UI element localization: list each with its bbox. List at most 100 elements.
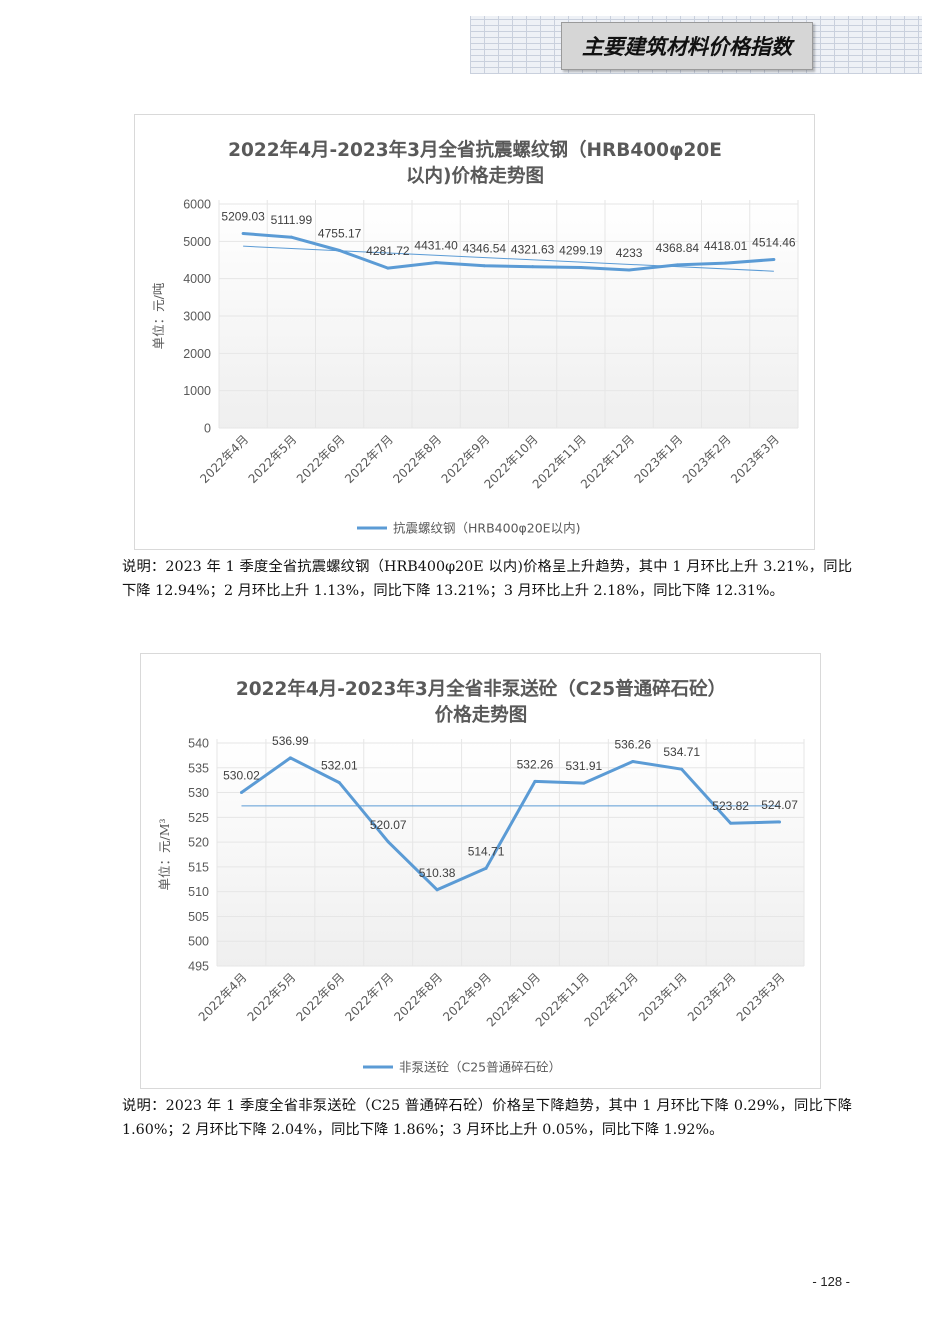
concrete-data-point: [386, 840, 390, 844]
rebar-data-point: [724, 261, 728, 265]
concrete-data-point: [582, 781, 586, 785]
rebar-chart-caption: 说明：2023 年 1 季度全省抗震螺纹钢（HRB400φ20E 以内)价格呈上…: [122, 559, 852, 599]
rebar-data-point: [531, 265, 535, 269]
rebar-data-point: [772, 257, 776, 261]
rebar-data-point: [627, 268, 631, 272]
concrete-data-label: 514.71: [468, 844, 505, 858]
rebar-x-tick-label: 2022年5月: [246, 432, 300, 486]
rebar-y-axis-label: 单位：元/吨: [151, 282, 166, 349]
rebar-data-label: 4321.63: [511, 243, 555, 257]
concrete-price-chart: 2022年4月-2023年3月全省非泵送砼（C25普通碎石砼） 价格走势图 495 5…: [140, 653, 821, 1089]
rebar-x-tick-label: 2023年1月: [632, 432, 686, 486]
rebar-y-tick-label: 2000: [183, 347, 211, 361]
rebar-y-tick-label: 6000: [183, 198, 211, 212]
rebar-data-point: [386, 266, 390, 270]
concrete-data-label: 523.82: [712, 799, 749, 813]
concrete-data-point: [239, 790, 243, 794]
rebar-data-label: 4514.46: [752, 235, 796, 249]
rebar-x-tick-label: 2023年3月: [728, 432, 782, 486]
concrete-y-tick-label: 495: [188, 960, 209, 974]
rebar-y-tick-label: 3000: [183, 310, 211, 324]
concrete-x-tick-label: 2022年6月: [294, 970, 348, 1024]
concrete-data-point: [533, 779, 537, 783]
concrete-chart-svg: 2022年4月-2023年3月全省非泵送砼（C25普通碎石砼） 价格走势图 495 5…: [157, 678, 805, 1075]
concrete-data-point: [337, 781, 341, 785]
rebar-x-tick-label: 2022年8月: [390, 432, 444, 486]
rebar-data-label: 4346.54: [463, 242, 507, 256]
rebar-data-point: [579, 265, 583, 269]
rebar-data-label: 4233: [616, 246, 643, 260]
rebar-x-tick-label: 2023年2月: [680, 432, 734, 486]
rebar-y-tick-label: 5000: [183, 235, 211, 249]
rebar-chart-title-line: 2022年4月-2023年3月全省抗震螺纹钢（HRB400φ20E: [228, 139, 722, 161]
rebar-data-label: 4368.84: [656, 241, 700, 255]
rebar-data-point: [289, 235, 293, 239]
rebar-data-label: 5111.99: [271, 213, 313, 227]
rebar-x-tick-label: 2022年7月: [342, 432, 396, 486]
rebar-data-label: 4431.40: [414, 239, 458, 253]
concrete-data-point: [729, 821, 733, 825]
concrete-y-tick-label: 540: [188, 737, 209, 751]
concrete-data-label: 534.71: [663, 745, 700, 759]
concrete-chart-title-line: 2022年4月-2023年3月全省非泵送砼（C25普通碎石砼）: [236, 678, 726, 700]
concrete-legend-label: 非泵送砼（C25普通碎石砼）: [399, 1060, 561, 1075]
concrete-data-label: 520.07: [370, 818, 407, 832]
concrete-data-label: 530.02: [223, 768, 260, 782]
concrete-data-label: 510.38: [419, 866, 456, 880]
rebar-data-label: 4299.19: [559, 243, 603, 257]
rebar-data-label: 4755.17: [318, 226, 362, 240]
concrete-data-point: [484, 866, 488, 870]
rebar-data-point: [434, 261, 438, 265]
concrete-y-tick-label: 520: [188, 836, 209, 850]
concrete-x-tick-label: 2023年1月: [636, 970, 690, 1024]
concrete-x-tick-label: 2022年7月: [342, 970, 396, 1024]
rebar-chart-svg: 2022年4月-2023年3月全省抗震螺纹钢（HRB400φ20E 以内)价格走势…: [151, 139, 799, 536]
rebar-chart-title-line: 以内)价格走势图: [406, 165, 544, 187]
rebar-series-line: [242, 232, 775, 272]
concrete-data-point: [680, 767, 684, 771]
concrete-data-label: 536.99: [272, 734, 309, 748]
concrete-x-tick-label: 2022年8月: [391, 970, 445, 1024]
concrete-chart-title-line: 价格走势图: [435, 704, 528, 726]
rebar-data-point: [338, 248, 342, 252]
concrete-chart-caption: 说明：2023 年 1 季度全省非泵送砼（C25 普通碎石砼）价格呈下降趋势，其…: [122, 1098, 852, 1138]
concrete-y-tick-label: 515: [188, 860, 209, 874]
concrete-series-line: [240, 756, 780, 892]
rebar-y-tick-label: 0: [204, 422, 211, 436]
concrete-data-label: 531.91: [566, 759, 603, 773]
rebar-trendline: [243, 245, 774, 272]
concrete-data-point: [631, 760, 635, 764]
rebar-data-point: [675, 263, 679, 267]
concrete-x-tick-label: 2022年4月: [196, 970, 250, 1024]
rebar-data-point: [241, 232, 245, 236]
rebar-data-point: [482, 264, 486, 268]
rebar-data-label: 4418.01: [704, 239, 748, 253]
concrete-x-tick-label: 2023年2月: [685, 970, 739, 1024]
concrete-data-label: 524.07: [761, 798, 798, 812]
concrete-data-label: 536.26: [614, 738, 651, 752]
page-number: - 128 -: [812, 1274, 850, 1289]
concrete-y-tick-label: 500: [188, 935, 209, 949]
concrete-x-tick-label: 2023年3月: [734, 970, 788, 1024]
concrete-data-label: 532.26: [517, 757, 554, 771]
rebar-price-chart: 2022年4月-2023年3月全省抗震螺纹钢（HRB400φ20E 以内)价格走势…: [134, 114, 815, 550]
concrete-y-axis-label: 单位：元/M³: [157, 818, 172, 890]
concrete-y-tick-label: 505: [188, 910, 209, 924]
rebar-legend-label: 抗震螺纹钢（HRB400φ20E以内): [393, 521, 580, 536]
concrete-data-point: [778, 820, 782, 824]
page-header-title: 主要建筑材料价格指数: [561, 22, 813, 70]
rebar-data-label: 5209.03: [221, 210, 265, 224]
concrete-data-point: [435, 888, 439, 892]
rebar-x-tick-label: 2022年6月: [294, 432, 348, 486]
concrete-data-point: [288, 756, 292, 760]
rebar-x-tick-label: 2022年4月: [197, 432, 251, 486]
rebar-y-tick-label: 4000: [183, 272, 211, 286]
rebar-y-tick-label: 1000: [183, 384, 211, 398]
concrete-x-tick-label: 2022年5月: [245, 970, 299, 1024]
concrete-y-tick-label: 535: [188, 761, 209, 775]
concrete-data-label: 532.01: [321, 759, 358, 773]
concrete-y-tick-label: 510: [188, 885, 209, 899]
concrete-y-tick-label: 530: [188, 786, 209, 800]
rebar-data-label: 4281.72: [366, 244, 410, 258]
concrete-y-tick-label: 525: [188, 811, 209, 825]
